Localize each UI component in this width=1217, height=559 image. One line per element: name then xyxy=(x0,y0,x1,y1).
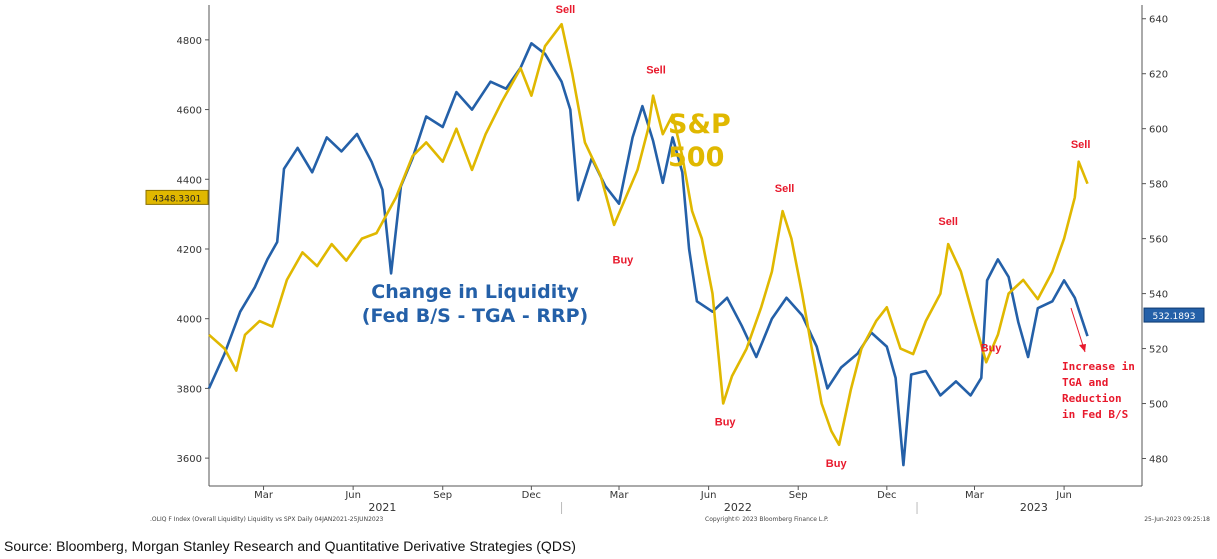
left-last-value-label: 4348.3301 xyxy=(153,194,202,204)
left-tick-label: 3800 xyxy=(177,384,202,395)
footer-right: 25-Jun-2023 09:25:18 xyxy=(1144,516,1210,523)
x-year-label: 2023 xyxy=(1020,501,1048,514)
left-tick-label: 4200 xyxy=(177,245,202,256)
left-tick-label: 4800 xyxy=(177,36,202,47)
x-tick-label: Sep xyxy=(789,490,808,501)
x-tick-label: Jun xyxy=(1055,490,1072,501)
note-line: in Fed B/S xyxy=(1062,408,1128,421)
left-tick-label: 4000 xyxy=(177,315,202,326)
sell-signal-label: Sell xyxy=(775,183,795,195)
buy-signal-label: Buy xyxy=(826,458,848,470)
source-note: Source: Bloomberg, Morgan Stanley Resear… xyxy=(4,538,576,554)
x-tick-label: Jun xyxy=(700,490,717,501)
x-year-label: 2021 xyxy=(368,501,396,514)
right-tick-label: 560 xyxy=(1149,235,1168,246)
x-year-label: 2022 xyxy=(724,501,752,514)
right-tick-label: 500 xyxy=(1149,400,1168,411)
right-tick-label: 600 xyxy=(1149,125,1168,136)
right-tick-label: 580 xyxy=(1149,180,1168,191)
right-tick-label: 640 xyxy=(1149,15,1168,26)
liquidity-vs-sp500-chart: 3600 3800 4000 4200 4400 4600 4800 480 500 520 540… xyxy=(145,4,1210,523)
right-tick-label: 620 xyxy=(1149,70,1168,81)
sp500-label-line1: S&P xyxy=(668,109,731,140)
x-tick-label: Jun xyxy=(344,490,361,501)
sell-signal-label: Sell xyxy=(556,4,576,16)
liquidity-label-line1: Change in Liquidity xyxy=(371,281,579,303)
buy-signal-label: Buy xyxy=(715,417,737,429)
x-tick-label: Dec xyxy=(522,490,541,501)
liquidity-label-line2: (Fed B/S - TGA - RRP) xyxy=(362,305,588,327)
left-last-value-box xyxy=(145,189,209,205)
buy-signal-label: Buy xyxy=(613,254,635,266)
liquidity-series-line xyxy=(207,41,1089,467)
right-last-value-label: 532.1893 xyxy=(1153,312,1196,322)
x-tick-label: Mar xyxy=(965,490,985,501)
footer-center: Copyright© 2023 Bloomberg Finance L.P. xyxy=(705,516,829,523)
x-tick-label: Dec xyxy=(877,490,896,501)
note-line: TGA and xyxy=(1062,376,1108,389)
sell-signal-label: Sell xyxy=(938,216,958,228)
right-tick-label: 540 xyxy=(1149,290,1168,301)
note-line: Increase in xyxy=(1062,360,1135,373)
note-arrowhead xyxy=(1079,344,1086,352)
x-tick-label: Sep xyxy=(433,490,452,501)
sell-signal-label: Sell xyxy=(646,65,666,77)
note-line: Reduction xyxy=(1062,392,1122,405)
sp500-series-line xyxy=(208,22,1089,447)
x-tick-label: Mar xyxy=(610,490,630,501)
left-tick-label: 4400 xyxy=(177,175,202,186)
left-tick-label: 4600 xyxy=(177,106,202,117)
buy-signal-label: Buy xyxy=(981,342,1003,354)
sell-signal-label: Sell xyxy=(1071,139,1091,151)
right-tick-label: 480 xyxy=(1149,455,1168,466)
left-tick-label: 3600 xyxy=(177,454,202,465)
x-tick-label: Mar xyxy=(254,490,274,501)
footer-left: .OLIQ F Index (Overall Liquidity) Liquid… xyxy=(150,516,384,523)
right-tick-label: 520 xyxy=(1149,345,1168,356)
right-last-value-box xyxy=(1143,307,1205,323)
sp500-label-line2: 500 xyxy=(668,142,724,173)
